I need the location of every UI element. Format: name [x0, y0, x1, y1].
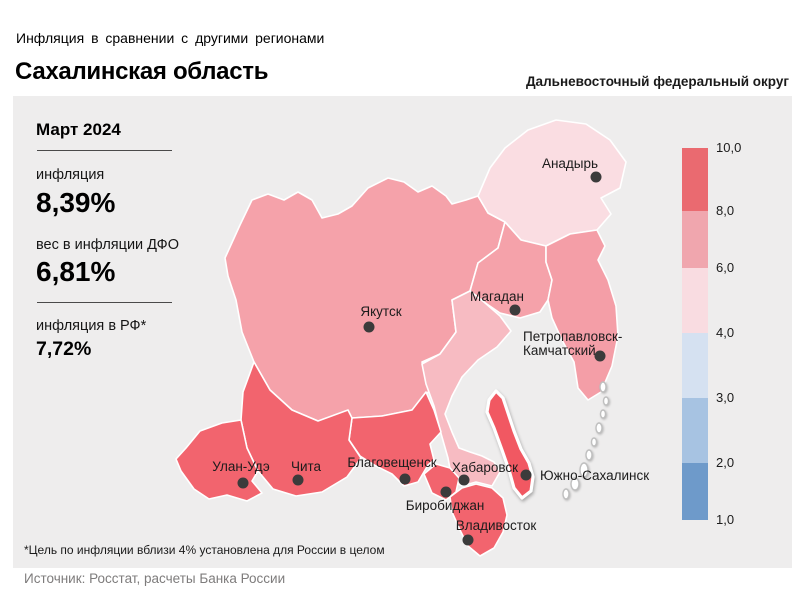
federal-district-label: Дальневосточный федеральный округ: [525, 74, 789, 89]
legend-tick-label: 6,0: [716, 260, 735, 275]
legend-tick-label: 1,0: [716, 512, 735, 527]
city-label: Якутск: [360, 304, 401, 319]
legend-tick-label: 8,0: [716, 203, 735, 218]
city-label: Владивосток: [456, 518, 537, 533]
city-dot: [590, 171, 602, 183]
source-label: Источник: Росстат, расчеты Банка России: [24, 571, 286, 586]
city-label: Магадан: [470, 289, 524, 304]
legend-color-segment: [682, 148, 708, 211]
region-kamchatka: [545, 229, 619, 401]
divider-line: [37, 150, 172, 151]
legend-color-segment: [682, 398, 708, 463]
kuril-islands: [562, 381, 610, 500]
city-dot: [520, 469, 532, 481]
city-dot: [237, 477, 249, 489]
city-dot: [458, 474, 470, 486]
city-label: Южно-Сахалинск: [540, 468, 649, 483]
city-dot: [509, 304, 521, 316]
city-label: Петропавловск-Камчатский: [523, 329, 622, 358]
city-dot: [363, 321, 375, 333]
divider-line: [37, 302, 172, 303]
legend-tick-label: 2,0: [716, 455, 735, 470]
region-khabarovsk: [421, 290, 512, 487]
weight-value: 6,81%: [36, 256, 116, 287]
region-sakhalin-selected: [485, 389, 535, 500]
footnote: *Цель по инфляции вблизи 4% установлена …: [24, 543, 385, 557]
city-label: Анадырь: [542, 156, 598, 171]
inflation-value: 8,39%: [36, 187, 116, 218]
inflation-label: инфляция: [36, 167, 105, 183]
legend-tick-label: 10,0: [716, 140, 742, 155]
city-label: Чита: [291, 459, 322, 474]
legend-tick-label: 4,0: [716, 325, 735, 340]
legend-color-segment: [682, 211, 708, 268]
rf-inflation-label: инфляция в РФ*: [36, 318, 147, 334]
region-amur: [348, 391, 442, 487]
city-label: Биробиджан: [406, 498, 485, 513]
legend-color-segment: [682, 333, 708, 398]
city-dot: [594, 350, 606, 362]
weight-label: вес в инфляции ДФО: [36, 237, 179, 253]
city-label: Улан-Удэ: [212, 459, 270, 474]
choropleth-map: Анадырь Якутск Магадан Петропавловск-Камчат…: [175, 119, 649, 557]
page-title: Сахалинская область: [15, 58, 269, 85]
city-label: Хабаровск: [452, 460, 518, 475]
legend-tick-label: 3,0: [716, 390, 735, 405]
city-dot: [292, 474, 304, 486]
city-dot: [440, 486, 452, 498]
period-label: Март 2024: [36, 120, 121, 139]
legend-color-segment: [682, 268, 708, 333]
city-markers: Анадырь Якутск Магадан Петропавловск-Камчат…: [212, 156, 649, 546]
rf-inflation-value: 7,72%: [36, 338, 92, 360]
page-kicker: Инфляция в сравнении с другими регионами: [16, 30, 325, 46]
city-label: Благовещенск: [347, 455, 436, 470]
legend-color-segment: [682, 463, 708, 520]
city-dot: [399, 473, 411, 485]
city-dot: [462, 534, 474, 546]
